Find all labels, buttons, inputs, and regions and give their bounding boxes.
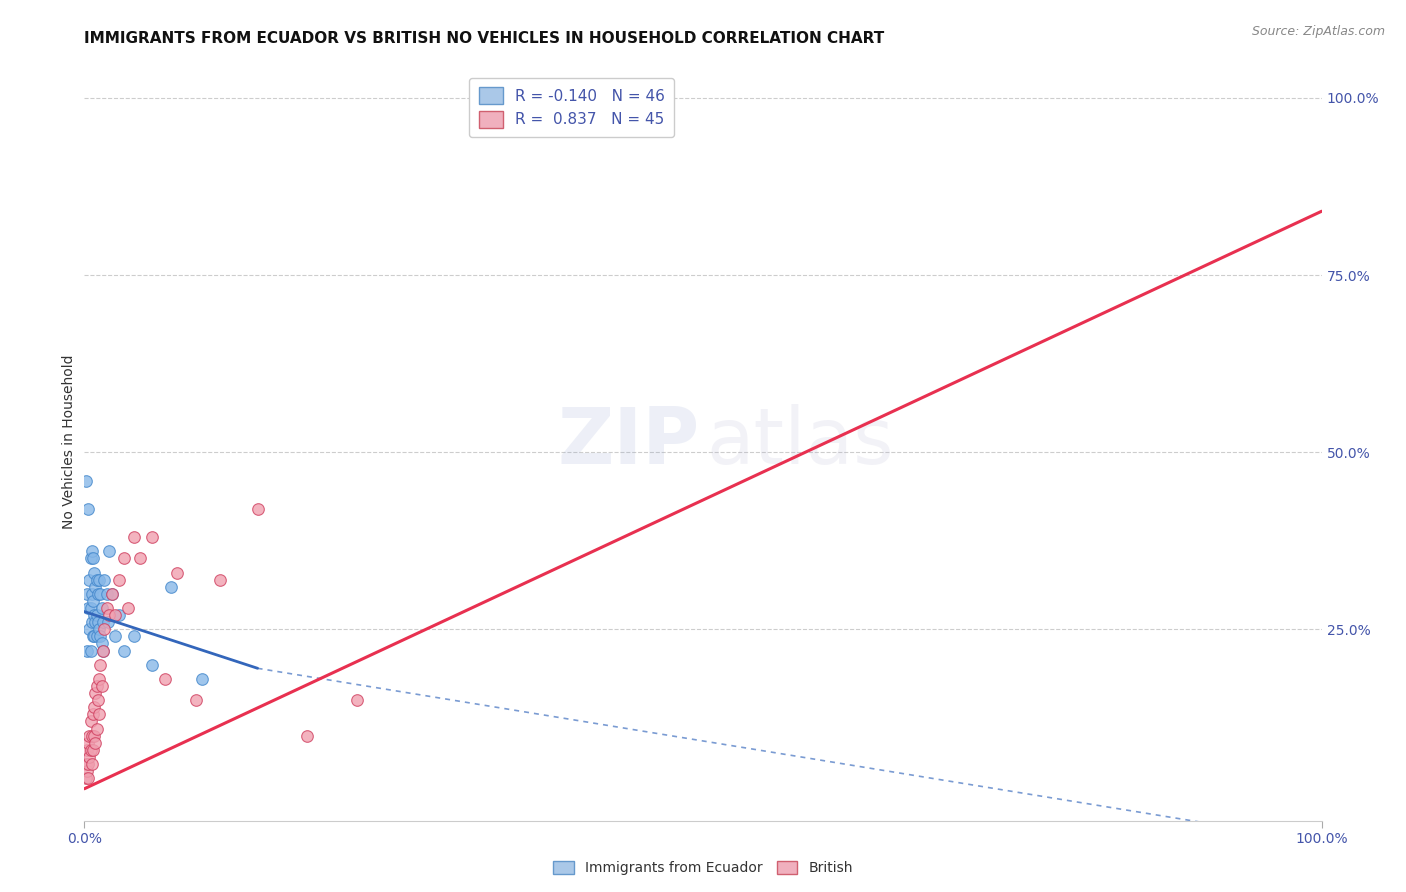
- Text: ZIP: ZIP: [557, 403, 699, 480]
- Point: [84, 580, 107, 594]
- Point: [80, 544, 103, 558]
- Point: [83, 608, 105, 623]
- Point: [76, 587, 98, 601]
- Point: [166, 566, 188, 580]
- Point: [86, 629, 108, 643]
- Point: [77, 736, 100, 750]
- Point: [80, 587, 103, 601]
- Point: [75, 756, 97, 771]
- Point: [90, 679, 112, 693]
- Point: [79, 714, 101, 729]
- Point: [80, 729, 103, 743]
- Point: [89, 707, 111, 722]
- Point: [295, 729, 318, 743]
- Legend: R = -0.140   N = 46, R =  0.837   N = 45: R = -0.140 N = 46, R = 0.837 N = 45: [470, 78, 675, 137]
- Point: [84, 736, 107, 750]
- Point: [100, 587, 122, 601]
- Point: [84, 615, 107, 630]
- Point: [122, 629, 145, 643]
- Point: [82, 594, 104, 608]
- Point: [82, 629, 104, 643]
- Point: [83, 629, 105, 643]
- Point: [79, 643, 101, 657]
- Text: atlas: atlas: [707, 403, 894, 480]
- Point: [104, 608, 127, 623]
- Point: [98, 608, 121, 623]
- Point: [108, 573, 131, 587]
- Point: [83, 566, 105, 580]
- Point: [153, 672, 176, 686]
- Point: [86, 608, 108, 623]
- Point: [87, 693, 110, 707]
- Point: [80, 756, 103, 771]
- Point: [141, 530, 163, 544]
- Point: [191, 672, 214, 686]
- Point: [91, 643, 114, 657]
- Point: [80, 615, 103, 630]
- Point: [184, 693, 207, 707]
- Point: [76, 743, 98, 757]
- Point: [83, 729, 105, 743]
- Point: [75, 474, 97, 488]
- Point: [104, 629, 127, 643]
- Point: [79, 551, 101, 566]
- Point: [79, 623, 101, 637]
- Legend: Immigrants from Ecuador, British: Immigrants from Ecuador, British: [547, 855, 859, 880]
- Point: [86, 722, 108, 736]
- Point: [160, 580, 183, 594]
- Point: [141, 657, 163, 672]
- Point: [86, 679, 108, 693]
- Point: [96, 587, 118, 601]
- Point: [84, 686, 107, 700]
- Text: IMMIGRANTS FROM ECUADOR VS BRITISH NO VEHICLES IN HOUSEHOLD CORRELATION CHART: IMMIGRANTS FROM ECUADOR VS BRITISH NO VE…: [84, 31, 884, 46]
- Point: [246, 501, 269, 516]
- Point: [93, 573, 115, 587]
- Point: [117, 601, 139, 615]
- Point: [77, 771, 100, 785]
- Point: [98, 544, 121, 558]
- Point: [346, 693, 368, 707]
- Point: [75, 771, 97, 785]
- Point: [79, 750, 101, 764]
- Point: [77, 501, 100, 516]
- Point: [79, 601, 101, 615]
- Point: [77, 601, 100, 615]
- Point: [79, 729, 101, 743]
- Point: [91, 643, 114, 657]
- Point: [76, 764, 98, 778]
- Point: [90, 636, 112, 650]
- Point: [122, 530, 145, 544]
- Y-axis label: No Vehicles in Household: No Vehicles in Household: [62, 354, 76, 529]
- Point: [77, 756, 100, 771]
- Text: Source: ZipAtlas.com: Source: ZipAtlas.com: [1251, 25, 1385, 38]
- Point: [90, 601, 112, 615]
- Point: [112, 643, 135, 657]
- Point: [76, 643, 98, 657]
- Point: [89, 672, 111, 686]
- Point: [129, 551, 152, 566]
- Point: [87, 587, 110, 601]
- Point: [86, 573, 108, 587]
- Point: [89, 573, 111, 587]
- Point: [97, 615, 120, 630]
- Point: [89, 657, 111, 672]
- Point: [209, 573, 232, 587]
- Point: [91, 615, 114, 630]
- Point: [83, 700, 105, 714]
- Point: [112, 551, 135, 566]
- Point: [89, 587, 111, 601]
- Point: [79, 743, 101, 757]
- Point: [89, 629, 111, 643]
- Point: [108, 608, 131, 623]
- Point: [82, 743, 104, 757]
- Point: [93, 623, 115, 637]
- Point: [100, 587, 122, 601]
- Point: [96, 601, 118, 615]
- Point: [82, 707, 104, 722]
- Point: [87, 615, 110, 630]
- Point: [89, 623, 111, 637]
- Point: [79, 573, 101, 587]
- Point: [82, 551, 104, 566]
